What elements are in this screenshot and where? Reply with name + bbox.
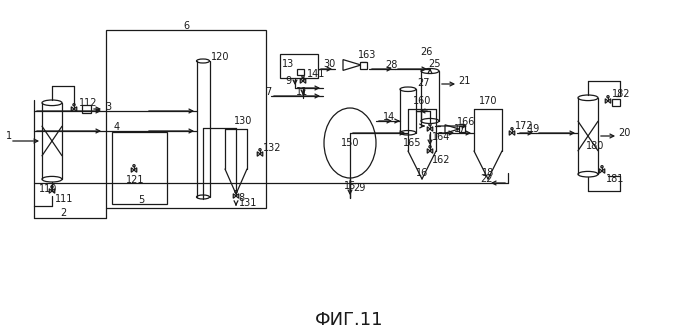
Text: 4: 4 [114,122,120,132]
Text: 15: 15 [344,181,356,191]
Text: 8: 8 [238,193,244,203]
Text: 18: 18 [482,168,494,178]
Text: 2: 2 [60,208,66,218]
Text: 25: 25 [428,59,440,69]
Text: 112: 112 [79,98,97,108]
Bar [112,132,167,204]
Text: 27: 27 [417,78,429,88]
Text: 5: 5 [138,195,144,205]
Bar [297,69,304,75]
Text: 26: 26 [420,47,433,57]
Text: 30: 30 [323,59,336,69]
Text: 22: 22 [480,174,493,184]
Text: 13: 13 [282,59,294,69]
Bar [612,99,620,106]
Text: 110: 110 [39,184,57,194]
Text: 19: 19 [528,124,540,134]
Text: 1: 1 [6,131,12,141]
Text: 3: 3 [105,102,111,112]
Text: 131: 131 [239,198,257,208]
Text: 20: 20 [618,128,630,138]
Text: 120: 120 [211,52,229,62]
Text: ФИГ.11: ФИГ.11 [315,311,383,329]
Text: 150: 150 [340,138,359,148]
Text: 121: 121 [126,175,145,185]
Text: 130: 130 [234,116,252,126]
Bar [280,54,318,78]
Text: 21: 21 [458,76,470,86]
Text: 162: 162 [432,155,450,165]
Text: 29: 29 [353,183,366,193]
Text: 182: 182 [612,89,630,99]
Text: 165: 165 [403,138,421,148]
Text: 166: 166 [457,117,475,127]
Text: 181: 181 [606,174,624,184]
Text: 172: 172 [515,121,533,131]
Text: 11: 11 [296,87,308,97]
Text: 9: 9 [285,76,291,86]
Text: 7: 7 [265,87,271,97]
Bar [106,30,266,208]
Text: 164: 164 [432,132,450,142]
Bar [459,127,463,131]
Text: 163: 163 [358,50,376,60]
Text: 28: 28 [385,60,397,70]
Bar [361,62,366,68]
Text: 111: 111 [55,194,73,204]
Bar [82,105,91,113]
Text: 16: 16 [416,168,428,178]
Text: 160: 160 [413,96,431,106]
Text: 180: 180 [586,141,605,151]
Bar [360,62,367,69]
Text: 170: 170 [479,96,497,106]
Text: 17: 17 [454,124,466,134]
Text: 132: 132 [263,143,282,153]
Text: 14: 14 [383,112,395,122]
Text: 141: 141 [307,69,325,79]
Text: 6: 6 [183,21,189,31]
Bar [459,126,465,132]
